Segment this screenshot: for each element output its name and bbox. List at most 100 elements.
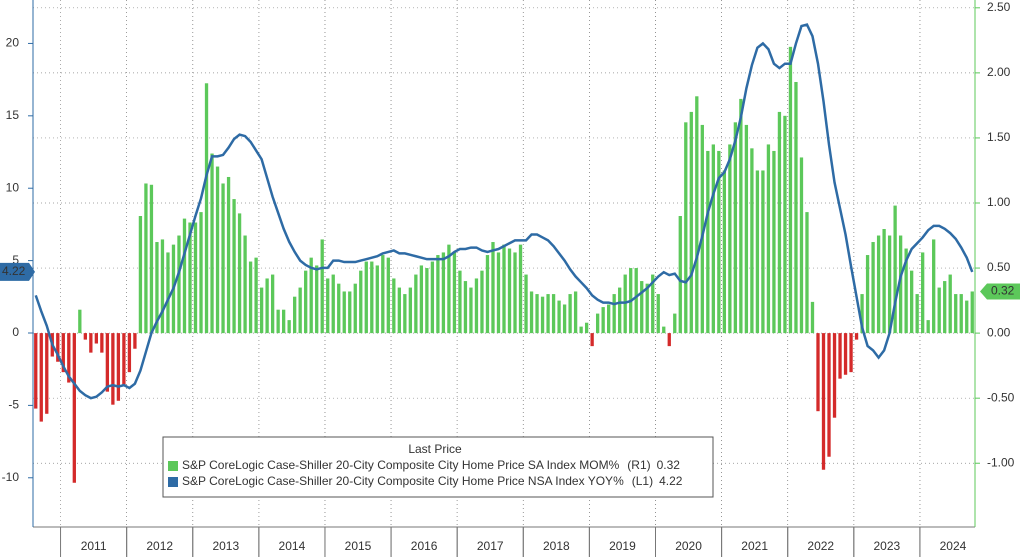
bar — [926, 320, 930, 334]
bar — [204, 83, 209, 334]
bar — [463, 281, 468, 334]
bar — [794, 81, 798, 334]
bar — [78, 309, 82, 334]
bar — [45, 333, 49, 414]
bar — [469, 287, 473, 334]
bar — [601, 307, 605, 334]
x-tick-label: 2024 — [940, 539, 967, 553]
legend-box — [162, 436, 714, 498]
bar — [777, 111, 782, 334]
bar — [144, 183, 148, 334]
bar — [832, 333, 837, 418]
y2-tick-label: 2.50 — [987, 0, 1011, 14]
bar — [293, 296, 297, 334]
bar — [386, 257, 390, 334]
bar — [56, 333, 60, 362]
bar — [199, 212, 203, 334]
legend-swatch — [168, 461, 178, 471]
y2-tick-label: 1.00 — [987, 195, 1011, 209]
bar — [304, 270, 308, 334]
bar — [72, 333, 76, 483]
bar — [155, 242, 159, 334]
bar — [970, 291, 974, 334]
bar — [116, 333, 121, 401]
bar — [381, 255, 385, 334]
last-value-tag: 0.32 — [980, 283, 1020, 300]
y2-tick-label: 0.00 — [987, 325, 1011, 339]
bar — [667, 333, 671, 347]
bar — [370, 261, 374, 334]
legend-name: S&P CoreLogic Case-Shiller 20-City Compo… — [182, 458, 620, 472]
legend-value: 0.32 — [657, 458, 681, 472]
y-tick-label: 20 — [6, 36, 20, 50]
bar — [326, 278, 330, 334]
bar — [656, 294, 660, 334]
bar — [573, 291, 578, 334]
bar — [810, 301, 815, 334]
legend-entry: S&P CoreLogic Case-Shiller 20-City Compo… — [182, 458, 680, 472]
bar — [584, 322, 589, 334]
bar — [865, 255, 870, 334]
bar — [436, 255, 440, 334]
bar — [634, 268, 638, 334]
bar — [67, 333, 71, 383]
bar — [122, 333, 126, 386]
x-tick-label: 2016 — [411, 539, 438, 553]
bar — [397, 287, 401, 334]
bar — [662, 326, 666, 334]
y-tick-label: 10 — [6, 180, 20, 194]
bar — [337, 283, 341, 334]
bar — [915, 294, 919, 334]
bar — [287, 320, 291, 334]
y-tick-label: 0 — [12, 325, 19, 339]
y-tick-label: -10 — [2, 470, 20, 484]
x-tick-label: 2018 — [543, 539, 570, 553]
bar — [496, 252, 501, 334]
bar — [166, 252, 170, 334]
bar — [315, 265, 319, 334]
bar — [568, 294, 572, 334]
bar — [706, 150, 710, 334]
x-tick-label: 2022 — [807, 539, 834, 553]
bar — [359, 270, 363, 334]
x-tick-label: 2023 — [874, 539, 901, 553]
bar — [254, 257, 258, 334]
bar — [348, 291, 352, 334]
bar — [921, 252, 925, 334]
bar — [342, 291, 346, 334]
bar — [89, 333, 93, 353]
bar — [353, 283, 357, 334]
bar — [645, 283, 649, 334]
bar — [524, 274, 528, 334]
bar — [562, 304, 567, 334]
legend: Last Price S&P CoreLogic Case-Shiller 20… — [162, 436, 714, 498]
x-tick-label: 2012 — [146, 539, 173, 553]
bar — [34, 333, 38, 409]
bar — [711, 144, 715, 334]
bar — [480, 270, 484, 334]
bar — [728, 144, 732, 334]
bar — [739, 98, 743, 334]
bar — [61, 333, 65, 373]
bar — [937, 287, 941, 334]
bar — [507, 248, 512, 334]
bar — [722, 170, 727, 334]
y-tick-label: 15 — [6, 108, 20, 122]
bar — [799, 157, 804, 334]
y2-tick-label: -0.50 — [987, 390, 1015, 404]
bar — [237, 213, 242, 334]
bar — [684, 122, 688, 334]
bar — [138, 216, 143, 334]
bar — [943, 281, 947, 334]
y2-tick-label: 2.00 — [987, 65, 1011, 79]
bar — [750, 148, 754, 334]
bar — [243, 235, 247, 334]
bar — [226, 176, 231, 334]
y-tick-label: -5 — [8, 398, 19, 412]
bar — [898, 235, 903, 334]
bar — [579, 326, 583, 334]
bar — [860, 294, 864, 334]
bar — [430, 261, 435, 334]
bar — [452, 252, 457, 334]
